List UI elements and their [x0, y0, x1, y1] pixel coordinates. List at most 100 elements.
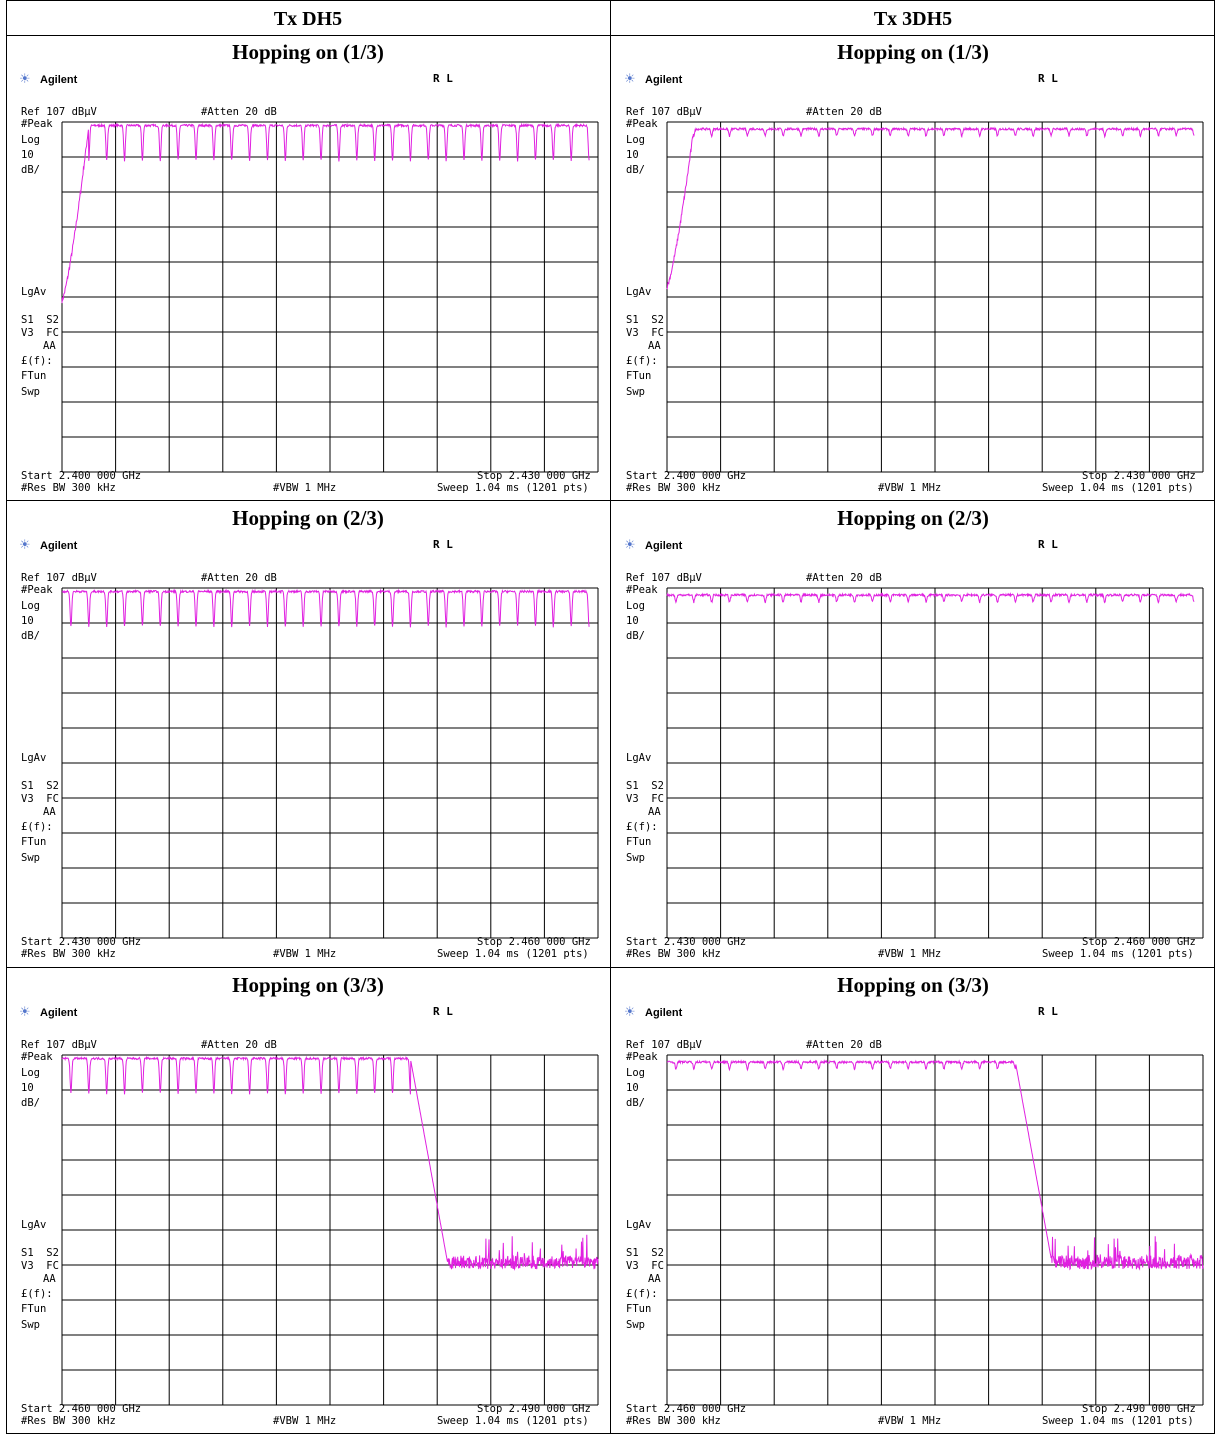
stop-frequency: Stop 2.490 000 GHz — [477, 1403, 591, 1415]
scale-log: Log — [626, 134, 645, 146]
grid — [61, 121, 599, 473]
table-column-divider — [610, 0, 611, 1434]
spectrum-graph — [666, 587, 1204, 939]
spectrum-graph — [666, 1054, 1204, 1406]
brand-label: Agilent — [645, 1007, 683, 1019]
sweep-time: Sweep 1.04 ms (1201 pts) — [1042, 948, 1194, 960]
brand-label: Agilent — [40, 1007, 78, 1019]
scale-value: 10 — [21, 1082, 34, 1094]
resolution-bandwidth: #Res BW 300 kHz — [21, 948, 116, 960]
stop-frequency: Stop 2.430 000 GHz — [477, 470, 591, 482]
ef-label: £(f): — [21, 1288, 53, 1300]
scale-log: Log — [21, 600, 40, 612]
video-bandwidth: #VBW 1 MHz — [878, 482, 942, 494]
grid — [666, 1054, 1204, 1406]
spectrum-trace — [666, 592, 1195, 604]
ref-level: Ref 107 dBμV — [626, 106, 702, 118]
column-header-3dh5: Tx 3DH5 — [873, 8, 953, 30]
sweep-time: Sweep 1.04 ms (1201 pts) — [437, 482, 589, 494]
stop-frequency: Stop 2.460 000 GHz — [1082, 936, 1196, 948]
v3fc-label: V3 FC — [21, 1260, 59, 1272]
brand-label: Agilent — [40, 540, 78, 552]
agilent-logo-icon: ☀ — [19, 538, 31, 553]
rl-label: R L — [1038, 1005, 1058, 1018]
grid — [666, 587, 1204, 939]
brand-label: Agilent — [645, 540, 683, 552]
spectrum-plot: ☀ Agilent R L Ref 107 dBμV #Atten 20 dB #Peak… — [612, 1001, 1212, 1435]
results-table: Tx DH5 Tx 3DH5 — [6, 0, 1215, 1436]
resolution-bandwidth: #Res BW 300 kHz — [21, 482, 116, 494]
agilent-logo-icon: ☀ — [624, 538, 636, 553]
ftun-label: FTun — [626, 370, 652, 382]
row-title: Hopping on (3/3) — [837, 973, 989, 997]
detector-label: #Peak — [21, 1051, 53, 1063]
ftun-label: FTun — [21, 836, 47, 848]
video-bandwidth: #VBW 1 MHz — [273, 948, 337, 960]
video-bandwidth: #VBW 1 MHz — [273, 1415, 337, 1427]
spectrum-trace — [666, 1059, 1204, 1271]
brand-label: Agilent — [40, 74, 78, 86]
aa-label: AA — [648, 340, 661, 352]
start-frequency: Start 2.400 000 GHz — [626, 470, 747, 482]
table-border-right — [1214, 0, 1215, 1434]
rl-label: R L — [433, 538, 453, 551]
video-bandwidth: #VBW 1 MHz — [878, 1415, 942, 1427]
spectrum-plot: ☀ Agilent R L Ref 107 dBμV #Atten 20 dB #Peak… — [7, 534, 607, 968]
ftun-label: FTun — [626, 836, 652, 848]
grid — [666, 121, 1204, 473]
s1s2-label: S1 S2 — [21, 1247, 59, 1259]
swp-label: Swp — [21, 852, 40, 864]
swp-label: Swp — [626, 386, 645, 398]
v3fc-label: V3 FC — [21, 793, 59, 805]
grid — [61, 587, 599, 939]
spectrum-graph — [61, 1054, 599, 1406]
s1s2-label: S1 S2 — [21, 780, 59, 792]
swp-label: Swp — [626, 852, 645, 864]
video-bandwidth: #VBW 1 MHz — [878, 948, 942, 960]
scale-unit: dB/ — [626, 630, 645, 642]
spectrum-trace — [666, 126, 1195, 290]
spectrum-plot: ☀ Agilent R L Ref 107 dBμV #Atten 20 dB #Peak… — [612, 534, 1212, 968]
scale-value: 10 — [626, 615, 639, 627]
row-title: Hopping on (2/3) — [232, 506, 384, 530]
aa-label: AA — [43, 1273, 56, 1285]
start-frequency: Start 2.460 000 GHz — [626, 1403, 747, 1415]
video-bandwidth: #VBW 1 MHz — [273, 482, 337, 494]
spectrum-graph — [61, 587, 599, 939]
s1s2-label: S1 S2 — [626, 780, 664, 792]
aa-label: AA — [648, 806, 661, 818]
ef-label: £(f): — [626, 821, 658, 833]
average-label: LgAv — [21, 286, 47, 298]
v3fc-label: V3 FC — [626, 1260, 664, 1272]
aa-label: AA — [43, 340, 56, 352]
row-title: Hopping on (2/3) — [837, 506, 989, 530]
resolution-bandwidth: #Res BW 300 kHz — [626, 1415, 721, 1427]
agilent-logo-icon: ☀ — [19, 72, 31, 87]
ef-label: £(f): — [21, 821, 53, 833]
spectrum-trace — [61, 1055, 599, 1271]
s1s2-label: S1 S2 — [21, 314, 59, 326]
spectrum-plot: ☀ Agilent R L Ref 107 dBμV #Atten 20 dB #Peak… — [7, 68, 607, 502]
detector-label: #Peak — [626, 584, 658, 596]
swp-label: Swp — [21, 386, 40, 398]
resolution-bandwidth: #Res BW 300 kHz — [626, 482, 721, 494]
ef-label: £(f): — [626, 1288, 658, 1300]
attenuation: #Atten 20 dB — [806, 106, 882, 118]
detector-label: #Peak — [626, 118, 658, 130]
scale-value: 10 — [21, 615, 34, 627]
scale-log: Log — [626, 1067, 645, 1079]
stop-frequency: Stop 2.460 000 GHz — [477, 936, 591, 948]
ref-level: Ref 107 dBμV — [626, 1039, 702, 1051]
ftun-label: FTun — [626, 1303, 652, 1315]
spectrum-plot: ☀ Agilent R L Ref 107 dBμV #Atten 20 dB #Peak… — [7, 1001, 607, 1435]
ref-level: Ref 107 dBμV — [626, 572, 702, 584]
sweep-time: Sweep 1.04 ms (1201 pts) — [1042, 482, 1194, 494]
aa-label: AA — [648, 1273, 661, 1285]
ftun-label: FTun — [21, 370, 47, 382]
spectrum-plot: ☀ Agilent R L Ref 107 dBμV #Atten 20 dB #Peak… — [612, 68, 1212, 502]
sweep-time: Sweep 1.04 ms (1201 pts) — [1042, 1415, 1194, 1427]
spectrum-trace — [61, 122, 590, 304]
attenuation: #Atten 20 dB — [806, 1039, 882, 1051]
table-border-left — [6, 0, 7, 1434]
brand-label: Agilent — [645, 74, 683, 86]
